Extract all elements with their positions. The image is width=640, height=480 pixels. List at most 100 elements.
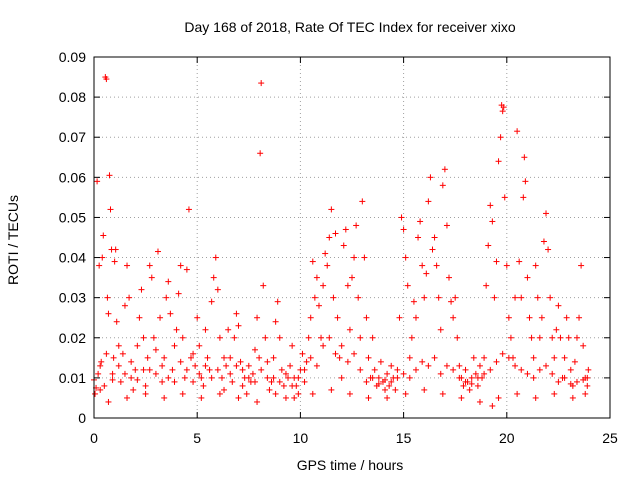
data-point xyxy=(121,370,128,377)
data-point xyxy=(569,394,576,401)
data-point xyxy=(491,294,498,301)
data-point xyxy=(152,346,159,353)
data-point xyxy=(97,362,104,369)
data-point xyxy=(402,254,409,261)
data-point xyxy=(115,362,122,369)
data-point xyxy=(507,334,514,341)
data-point xyxy=(460,382,467,389)
data-point xyxy=(427,174,434,181)
data-point xyxy=(264,374,271,381)
y-tick-label: 0.08 xyxy=(59,89,86,105)
data-point xyxy=(532,394,539,401)
data-point xyxy=(109,370,116,377)
data-point xyxy=(295,390,302,397)
y-tick-label: 0.03 xyxy=(59,290,86,306)
data-point xyxy=(406,374,413,381)
data-point xyxy=(198,374,205,381)
data-point xyxy=(237,358,244,365)
grid-lines xyxy=(94,57,610,418)
data-point xyxy=(305,334,312,341)
data-point xyxy=(512,362,519,369)
data-point xyxy=(301,366,308,373)
data-point xyxy=(481,370,488,377)
data-point xyxy=(355,294,362,301)
x-tick-label: 0 xyxy=(90,430,98,446)
data-point xyxy=(412,314,419,321)
y-tick-label: 0.02 xyxy=(59,330,86,346)
data-point xyxy=(386,382,393,389)
data-point xyxy=(584,382,591,389)
data-point xyxy=(423,270,430,277)
data-point xyxy=(495,158,502,165)
data-point xyxy=(92,390,99,397)
data-point xyxy=(124,262,131,269)
data-point xyxy=(142,382,149,389)
data-point xyxy=(394,366,401,373)
data-point xyxy=(239,382,246,389)
data-point xyxy=(524,370,531,377)
data-point xyxy=(336,354,343,361)
data-point xyxy=(429,246,436,253)
data-point xyxy=(439,182,446,189)
data-point xyxy=(555,378,562,385)
data-point xyxy=(433,262,440,269)
data-point xyxy=(499,108,506,115)
data-point xyxy=(505,314,512,321)
data-point xyxy=(363,314,370,321)
data-point xyxy=(98,358,105,365)
data-point xyxy=(454,334,461,341)
data-point xyxy=(377,358,384,365)
data-point xyxy=(456,362,463,369)
data-point xyxy=(94,178,101,185)
data-point xyxy=(514,128,521,135)
data-point xyxy=(285,374,292,381)
data-point xyxy=(549,370,556,377)
data-point xyxy=(177,358,184,365)
data-point xyxy=(258,366,265,373)
data-point xyxy=(349,274,355,281)
data-point xyxy=(476,362,483,369)
data-point xyxy=(190,378,197,385)
data-point xyxy=(400,226,407,233)
data-point xyxy=(301,378,308,385)
data-point xyxy=(332,350,339,357)
data-point xyxy=(276,334,283,341)
data-point xyxy=(326,234,333,241)
y-tick-label: 0.09 xyxy=(59,49,86,65)
data-point xyxy=(146,366,153,373)
data-point xyxy=(415,234,422,241)
data-point xyxy=(260,282,267,289)
data-point xyxy=(107,206,114,213)
data-point xyxy=(540,238,547,245)
data-point xyxy=(163,294,170,301)
data-point xyxy=(412,366,419,373)
data-point xyxy=(497,134,504,141)
data-point xyxy=(280,382,287,389)
data-point xyxy=(396,314,403,321)
data-point xyxy=(287,362,294,369)
data-point xyxy=(233,310,240,317)
data-point xyxy=(218,374,225,381)
data-point xyxy=(328,386,335,393)
data-point xyxy=(105,310,112,317)
data-point xyxy=(532,262,539,269)
data-point xyxy=(553,326,560,333)
data-point xyxy=(346,326,353,333)
data-point xyxy=(185,206,192,213)
data-point xyxy=(404,282,411,289)
data-point xyxy=(117,378,124,385)
data-point xyxy=(551,354,558,361)
data-point xyxy=(104,294,111,301)
data-point xyxy=(97,386,104,393)
data-point xyxy=(159,378,166,385)
data-point xyxy=(148,274,155,281)
data-point xyxy=(313,362,320,369)
data-point xyxy=(206,366,213,373)
data-point xyxy=(124,394,131,401)
data-point xyxy=(425,198,432,205)
data-point xyxy=(258,80,265,87)
data-point xyxy=(249,370,256,377)
data-point xyxy=(165,278,172,285)
data-point xyxy=(534,294,541,301)
data-point xyxy=(161,354,168,361)
